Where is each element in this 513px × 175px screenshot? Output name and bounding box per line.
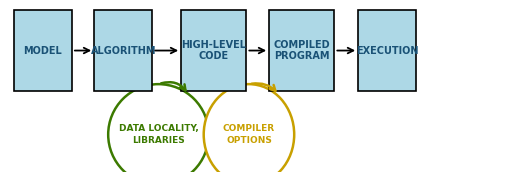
Ellipse shape bbox=[204, 84, 294, 175]
Text: COMPILER
OPTIONS: COMPILER OPTIONS bbox=[223, 124, 275, 145]
Text: COMPILED
PROGRAM: COMPILED PROGRAM bbox=[273, 40, 330, 61]
Text: HIGH-LEVEL
CODE: HIGH-LEVEL CODE bbox=[181, 40, 246, 61]
FancyBboxPatch shape bbox=[269, 10, 334, 91]
Text: DATA LOCALITY,
LIBRARIES: DATA LOCALITY, LIBRARIES bbox=[119, 124, 199, 145]
Text: ALGORITHM: ALGORITHM bbox=[90, 46, 156, 55]
FancyBboxPatch shape bbox=[14, 10, 72, 91]
Ellipse shape bbox=[108, 84, 209, 175]
FancyBboxPatch shape bbox=[181, 10, 246, 91]
Text: EXECUTION: EXECUTION bbox=[356, 46, 419, 55]
Text: MODEL: MODEL bbox=[24, 46, 62, 55]
FancyBboxPatch shape bbox=[94, 10, 152, 91]
FancyBboxPatch shape bbox=[358, 10, 416, 91]
